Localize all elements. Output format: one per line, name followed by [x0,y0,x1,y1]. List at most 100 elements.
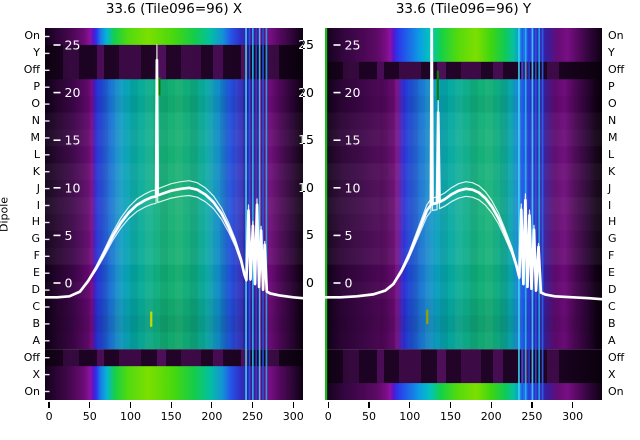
waterfall-panel-y: 25 20 15 10 5 0 [323,2,604,401]
dipole-tick [45,306,50,308]
dipole-row-label: Off [608,350,625,364]
x-tick-label: 150 [160,410,182,423]
dipole-tick [45,390,50,393]
dipole-row-label: Off [608,63,625,77]
column-shade [190,78,198,350]
dark-row-stripe [213,61,223,80]
x-axis-tick [170,402,172,408]
dipole-tick [45,35,50,38]
column-shade [160,78,168,350]
row-shade [45,129,303,147]
dipole-tick [45,238,50,241]
power-tick-label: 0 [65,276,73,291]
x-tick-label: 300 [282,410,304,423]
x-tick-label: 50 [82,410,97,423]
dipole-row-label: J [36,181,40,195]
row-shade [45,298,303,316]
waterfall-plot: 25 20 15 10 5 0 [323,2,604,401]
dipole-row-label: L [608,147,615,161]
power-tick-label: 15 [65,133,81,148]
row-shade [45,95,303,113]
row-shade [45,197,303,214]
row-shade [325,265,602,282]
dipole-tick [45,154,50,156]
power-tick [333,282,341,284]
power-tick [333,44,341,46]
dipole-row-label: N [31,114,40,127]
column-shade [455,78,463,350]
dark-row-stripe [547,349,559,367]
x-axis-tick [292,402,294,408]
dipole-row-label: O [608,97,617,111]
dark-row-stripe [63,44,79,63]
power-tick-label: 10 [345,180,361,195]
dipole-tick [45,171,50,173]
edge-column [325,28,328,400]
dipole-tick [45,323,50,325]
dipole-tick [45,52,50,55]
dark-row-stripe [157,44,166,63]
heatmap-row-bright [325,44,602,63]
dipole-row-label: Y [33,46,40,60]
x-axis-tick [251,402,254,408]
row-shade [45,163,303,181]
x-tick-label: 50 [361,410,376,423]
dark-row-stripe [399,61,421,80]
dipole-row-label: On [608,29,624,43]
rfi-stripe [518,28,520,400]
power-tick [53,282,61,284]
x-tick-label: 0 [324,410,332,423]
dark-row-stripe [267,44,279,63]
spectrum-curve [44,44,304,299]
x-axis-tick [368,402,370,408]
x-axis-tick [449,402,452,408]
flag-marker [436,70,439,101]
row-shade [325,298,602,316]
x-tick-label: 100 [119,410,141,423]
x-tick-label: 250 [242,410,264,423]
row-shade [325,146,602,163]
dark-row-stripe [547,366,559,384]
dipole-row-label: H [31,215,40,229]
dark-row-stripe [241,349,248,367]
column-shade [100,78,108,350]
dark-row-stripe [157,61,166,80]
dark-row-stripe [437,366,446,384]
x-axis-tick [129,402,132,408]
dipole-tick [45,289,50,291]
dipole-row-label: B [608,316,616,330]
column-shade [115,78,123,350]
dark-row-stripe [461,349,481,367]
dipole-row-label: O [31,97,40,111]
dark-row-stripe [181,61,201,80]
spectrum-curve [323,19,604,301]
dipole-tick [45,103,50,105]
dipole-tick [45,120,50,122]
dipole-tick [45,373,50,376]
panel-y-title: 33.6 (Tile096=96) Y [395,1,532,17]
row-shade [45,315,303,333]
dipole-row-label: H [608,215,617,229]
column-shade [485,78,493,350]
dipole-tick [45,137,50,139]
column-shade [395,78,403,350]
dark-row-stripe [521,366,528,384]
dipole-row-label: A [608,333,616,347]
dark-row-stripe [437,349,446,367]
column-shade [440,78,448,350]
dipole-row-label: M [30,130,41,144]
row-shade [325,129,602,147]
heatmap-row-bright [45,28,303,46]
dark-row-stripe [267,349,279,367]
dark-row-stripe [343,61,359,80]
dark-row-stripe [343,349,359,367]
power-tick [53,91,61,94]
row-shade [45,332,303,350]
power-tick-label: 20 [65,85,81,100]
power-tick-label: 10 [65,180,81,195]
row-shade [325,113,602,130]
dark-row-stripe [181,44,201,63]
row-shade [45,146,303,163]
dipole-row-label: G [608,232,617,246]
panel-x-title: 33.6 (Tile096=96) X [105,1,243,17]
